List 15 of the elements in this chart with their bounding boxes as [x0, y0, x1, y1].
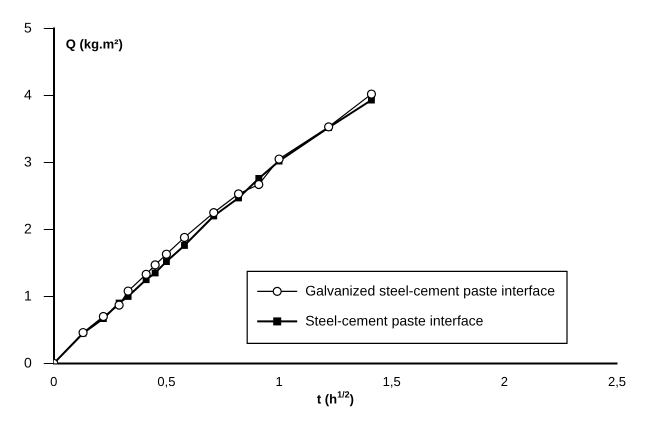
x-tick-label: 2 — [500, 374, 508, 389]
legend-label: Galvanized steel-cement paste interface — [305, 282, 556, 298]
y-axis-title: Q (kg.m²) — [66, 36, 123, 52]
x-tick-label: 0,5 — [157, 374, 176, 389]
x-tick-label: 2,5 — [608, 374, 626, 389]
y-tick-label: 1 — [24, 287, 32, 304]
y-tick-label: 2 — [24, 220, 32, 236]
legend-label: Steel-cement paste interface — [305, 312, 484, 328]
x-tick-label: 0 — [50, 374, 58, 389]
y-tick-label: 0 — [24, 354, 32, 370]
x-tick-label: 1 — [275, 374, 283, 389]
x-tick-label: 1,5 — [382, 374, 401, 389]
y-tick-label: 3 — [24, 153, 32, 170]
y-tick-label: 5 — [24, 19, 32, 36]
y-tick-label: 4 — [24, 86, 32, 102]
